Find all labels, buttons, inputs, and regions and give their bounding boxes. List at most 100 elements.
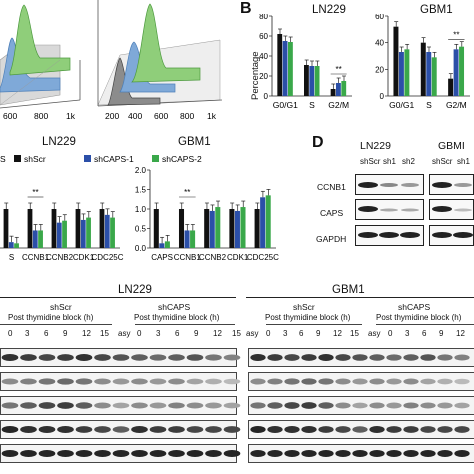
blot-band: [223, 354, 241, 361]
blot-cell-line-gbm1: GBMI: [438, 140, 465, 152]
blot-band: [57, 449, 74, 458]
y-tick-label: 0.5: [135, 225, 147, 234]
blot-band: [403, 426, 419, 433]
x-tick: 1k: [207, 111, 217, 121]
blot-band: [149, 378, 167, 385]
blot-band: [284, 426, 300, 433]
blot-band: [420, 426, 436, 433]
blot-cell-line-ln229: LN229: [360, 140, 391, 152]
blot-band: [223, 449, 241, 458]
bar: [404, 49, 410, 96]
blot-row-label: CAPS: [320, 208, 344, 218]
blot-band: [1, 354, 19, 361]
blot-band: [186, 378, 204, 385]
blot-band: [369, 449, 385, 458]
blot-band: [1, 378, 19, 385]
blot-band: [57, 426, 74, 433]
group-rule: [376, 324, 474, 325]
panel-letter-d: D: [312, 134, 324, 151]
lane-label: 9: [194, 329, 199, 338]
blot-band: [38, 402, 56, 409]
bar: [426, 52, 432, 96]
blot-band: [112, 378, 130, 385]
blot-band: [335, 354, 351, 361]
blot-band: [186, 354, 204, 361]
category-label: G0/G1: [389, 100, 414, 110]
category-label: G0/G1: [273, 100, 298, 110]
bar: [204, 209, 210, 248]
blot-band: [352, 378, 368, 385]
bar: [215, 207, 221, 248]
blot-band: [131, 378, 148, 385]
lane-label: asy: [118, 329, 131, 338]
x-tick: 200: [105, 111, 119, 121]
bar: [86, 217, 91, 248]
bar: [159, 243, 165, 248]
cell-cycle-bar-charts: 0 20 40 60 80 G0/G1 S G2/M ** 0 20 40 60 G0/G1 S G2/M **: [259, 14, 470, 110]
legend-partial: S: [0, 154, 6, 164]
bar: [448, 78, 454, 96]
bar: [336, 83, 341, 96]
blot-band: [284, 354, 300, 361]
legend-label: shCAPS-2: [162, 154, 202, 164]
blot-band: [1, 425, 19, 434]
blot-row-label: CCNB1: [317, 182, 346, 192]
blot-band: [168, 402, 185, 409]
blot-band: [369, 354, 385, 361]
chart-title-gbm1: GBM1: [420, 4, 453, 16]
blot-band: [20, 402, 37, 409]
category-label: CAPS: [151, 253, 173, 262]
lane-label: 12: [456, 329, 465, 338]
blot-band: [386, 449, 402, 458]
group-label-shcaps: shCAPS: [158, 302, 191, 312]
bar: [209, 210, 215, 248]
blot-band: [318, 402, 334, 409]
blot-band: [352, 402, 368, 409]
blot-band: [131, 426, 148, 433]
blot-band: [250, 354, 266, 361]
block-label: Post thymidine block (h): [376, 313, 462, 322]
blot-band: [186, 426, 204, 433]
y-tick-label: 20: [375, 65, 384, 74]
blot-band: [284, 449, 300, 458]
blot-band: [301, 449, 317, 458]
blot-band: [454, 402, 470, 409]
blot-band: [420, 402, 436, 409]
lane-label: 0: [266, 329, 271, 338]
bar: [178, 209, 185, 248]
blot-band: [94, 402, 111, 409]
category-label: G2/M: [328, 100, 349, 110]
blot-lane-label: shScr: [360, 157, 381, 166]
blot-band: [57, 402, 74, 409]
lane-label: 6: [44, 329, 49, 338]
bar: [234, 210, 240, 248]
block-label: Post thymidine block (h): [134, 313, 220, 322]
blot-band: [454, 449, 470, 458]
blot-band: [186, 402, 204, 409]
blot-band: [352, 354, 368, 361]
blot-band: [250, 449, 266, 458]
blot-band: [386, 354, 402, 361]
bar: [254, 209, 260, 248]
blot-band: [420, 449, 436, 458]
blot-band: [267, 449, 283, 458]
category-label: G2/M: [446, 100, 467, 110]
lane-label: 3: [25, 329, 30, 338]
western-blot-d: [355, 174, 474, 246]
blot-band: [250, 425, 266, 434]
blot-band: [38, 426, 56, 433]
blot-band: [75, 354, 93, 361]
blot-band: [205, 354, 222, 361]
blot-band: [335, 426, 351, 433]
group-label-shcaps: shCAPS: [398, 302, 431, 312]
blot-band: [403, 378, 419, 385]
blot-band: [369, 378, 385, 385]
lane-label: 3: [283, 329, 288, 338]
bar: [277, 34, 283, 96]
blot-band: [420, 354, 436, 361]
y-tick-label: 1.5: [135, 186, 147, 195]
bar: [14, 243, 19, 248]
panel-letter-b: B: [240, 0, 252, 17]
blot-band: [38, 378, 56, 385]
